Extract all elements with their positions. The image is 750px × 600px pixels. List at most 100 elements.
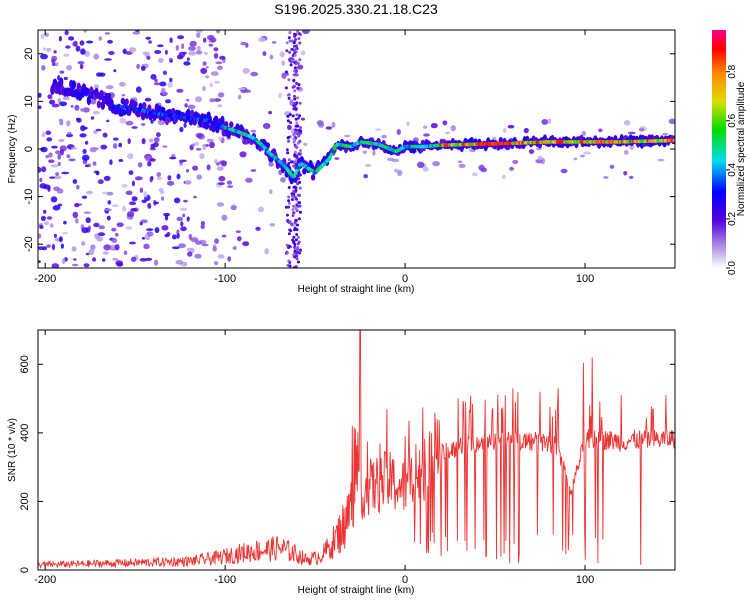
spectrogram-streak-cell [294,70,298,74]
spectrogram-noise-cell [83,211,92,215]
spectrogram-noise-cell [111,237,118,243]
spectrogram-noise-cell [93,53,99,60]
spectrogram-noise-cell [149,147,156,151]
spectrogram-noise-cell [130,256,137,262]
spectrogram-streak-cell [298,249,302,253]
snr-data [38,330,675,569]
spectrogram-noise-cell [164,233,170,238]
spectrogram-streak-cell [293,243,297,246]
spectrogram-envelope-cell [71,80,77,90]
snr-xtick-label: -200 [34,574,56,586]
spectrogram-noise-cell [74,218,79,224]
spectrogram-streak-cell [298,114,302,118]
spectrogram-envelope-cell [220,115,225,126]
spectrogram-noise-cell [51,243,56,251]
spectrogram-noise-cell [528,149,535,155]
colorbar-tick-label: 0.6 [727,113,738,127]
spectrogram-noise-cell [39,225,44,230]
spectrogram-noise-cell [171,246,180,250]
spectrogram-noise-cell [140,65,146,71]
spectrogram-noise-cell [164,99,172,104]
spectrogram-noise-cell [92,110,100,115]
spectrogram-noise-cell [140,123,146,126]
spectrogram-noise-cell [301,117,305,121]
spectrogram-streak-cell [295,96,299,100]
spectrogram-noise-cell [40,146,48,153]
spectrogram-noise-cell [257,206,264,213]
spectrogram-streak-cell [287,36,291,40]
spectrogram-streak-cell [292,133,296,137]
spectrogram-noise-cell [48,152,53,158]
spectrogram-streak-cell [295,130,299,134]
spectrogram-noise-cell [598,128,603,133]
spectrogram-noise-cell [116,222,124,227]
spectrogram-noise-cell [61,232,69,235]
spectrogram-noise-cell [79,133,87,138]
chart-title: S196.2025.330.21.18.C23 [274,1,438,17]
spectrogram-envelope-cell [164,115,170,126]
spectrogram-streak-cell [287,158,291,162]
spectrogram-noise-cell [104,32,111,35]
spectrogram-noise-cell [93,222,100,228]
spectrogram-noise-cell [167,175,172,181]
spectrogram-noise-cell [80,48,86,55]
spectrogram-noise-cell [269,54,274,60]
spectrogram-noise-cell [406,121,410,126]
spectrogram-streak-cell [287,186,291,189]
spectrogram-streak-cell [292,211,296,215]
spectrogram-noise-cell [61,171,70,175]
spectrogram-noise-cell [142,51,150,56]
spectrogram-streak-cell [294,238,298,242]
spectrogram-noise-cell [118,159,124,162]
spectrogram-noise-cell [202,143,207,150]
spectrogram-noise-cell [503,128,507,133]
spectrogram-noise-cell [560,168,568,174]
spectrogram-noise-cell [239,151,247,158]
spectrogram-noise-cell [93,84,99,89]
spectrogram-noise-cell [175,259,184,265]
spectrogram-streak-cell [287,232,291,236]
spectrogram-streak-cell [289,63,293,67]
spectrogram-noise-cell [281,72,287,79]
spectrogram-noise-cell [128,201,137,206]
spectrogram-noise-cell [63,220,67,225]
spectrogram-ridge-cell [328,155,333,159]
spectrogram-noise-cell [141,138,146,145]
spectrogram-noise-cell [255,226,261,231]
spectrogram-noise-cell [146,231,154,237]
spectrogram-noise-cell [179,126,184,133]
spectrogram-noise-cell [206,138,214,143]
spectrogram-noise-cell [57,97,61,104]
spectrogram-streak-cell [288,220,292,224]
spectrogram-noise-cell [416,161,425,168]
spectrogram-noise-cell [132,31,141,35]
spectrogram-noise-cell [250,71,259,77]
spectrogram-noise-cell [58,138,65,142]
spectrogram-streak-cell [298,139,302,143]
spectrogram-noise-cell [183,61,191,66]
spectrogram-noise-cell [187,104,196,110]
spectrogram-noise-cell [537,155,543,161]
spectrogram-noise-cell [76,117,82,123]
spectrogram-noise-cell [125,190,133,195]
spectrogram-noise-cell [159,81,167,87]
spectrogram-streak-cell [294,218,298,222]
spectrogram-noise-cell [85,252,90,256]
spectrogram-ytick-label: 20 [23,48,35,60]
spectrogram-streak-cell [287,135,291,139]
spectrogram-xtick-label: 0 [402,273,408,285]
spectrogram-noise-cell [512,160,519,164]
spectrogram-noise-cell [218,175,226,182]
spectrogram-noise-cell [52,205,61,211]
spectrogram-noise-cell [662,132,669,136]
spectrogram-noise-cell [192,165,199,171]
spectrogram-noise-cell [126,211,135,218]
spectrogram-streak-cell [290,47,294,51]
spectrogram-streak-cell [297,193,301,197]
spectrogram-streak-cell [287,201,291,205]
spectrogram-noise-cell [195,30,203,33]
snr-line [38,330,675,569]
spectrogram-streak-cell [297,134,301,138]
spectrogram-noise-cell [53,186,60,192]
spectrogram-noise-cell [58,118,64,122]
